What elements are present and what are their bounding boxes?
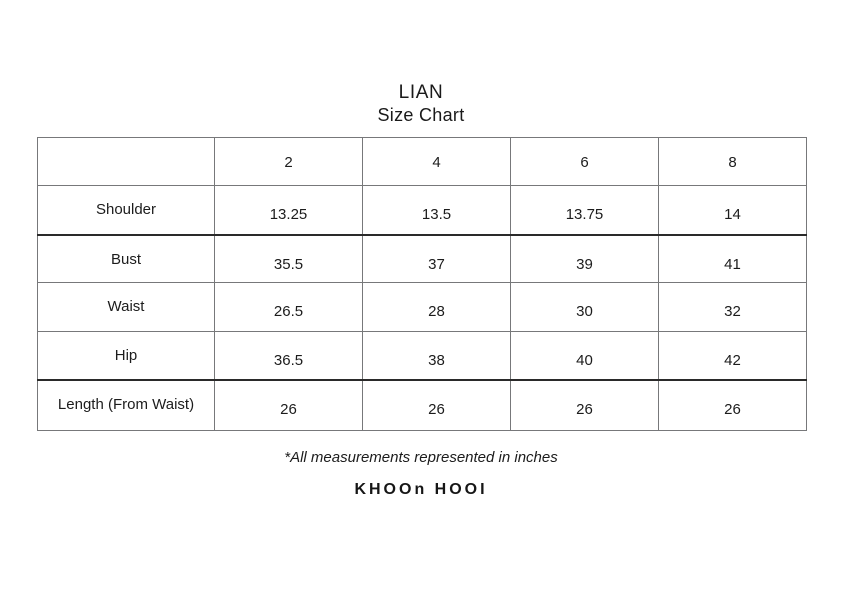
table-row-length-from-waist: Length (From Waist) 26 26 26 26 xyxy=(37,379,807,431)
size-value: 26 xyxy=(658,379,807,431)
size-value: 30 xyxy=(510,282,659,332)
size-value: 37 xyxy=(362,234,511,283)
column-header-size-6: 6 xyxy=(510,137,659,186)
size-value: 26 xyxy=(362,379,511,431)
size-value: 26 xyxy=(510,379,659,431)
title-block: LIAN Size Chart xyxy=(0,81,842,126)
page-subtitle: Size Chart xyxy=(377,105,465,125)
size-value: 26.5 xyxy=(214,282,363,332)
row-label: Hip xyxy=(37,331,215,381)
row-label: Shoulder xyxy=(37,185,215,236)
size-value: 40 xyxy=(510,331,659,381)
corner-cell xyxy=(37,137,215,186)
size-value: 32 xyxy=(658,282,807,332)
measurements-footnote: *All measurements represented in inches xyxy=(284,449,558,466)
table-header-row: 2 4 6 8 xyxy=(37,137,807,186)
size-value: 41 xyxy=(658,234,807,283)
size-value: 39 xyxy=(510,234,659,283)
size-chart-table: 2 4 6 8 Shoulder 13.25 13.5 13.75 14 Bus… xyxy=(37,137,807,431)
size-value: 28 xyxy=(362,282,511,332)
size-value: 14 xyxy=(658,185,807,236)
column-header-size-8: 8 xyxy=(658,137,807,186)
table-row-bust: Bust 35.5 37 39 41 xyxy=(37,234,807,283)
size-value: 26 xyxy=(214,379,363,431)
brand-logo: KHOOn HOOI xyxy=(354,481,488,498)
table-row-waist: Waist 26.5 28 30 32 xyxy=(37,282,807,332)
table-row-shoulder: Shoulder 13.25 13.5 13.75 14 xyxy=(37,185,807,236)
page-title: LIAN xyxy=(398,82,444,103)
size-value: 42 xyxy=(658,331,807,381)
row-label: Bust xyxy=(37,234,215,283)
size-value: 38 xyxy=(362,331,511,381)
row-label: Waist xyxy=(37,282,215,332)
size-value: 35.5 xyxy=(214,234,363,283)
size-value: 13.5 xyxy=(362,185,511,236)
size-value: 13.25 xyxy=(214,185,363,236)
column-header-size-4: 4 xyxy=(362,137,511,186)
size-value: 36.5 xyxy=(214,331,363,381)
row-label: Length (From Waist) xyxy=(37,379,215,431)
column-header-size-2: 2 xyxy=(214,137,363,186)
size-value: 13.75 xyxy=(510,185,659,236)
table-row-hip: Hip 36.5 38 40 42 xyxy=(37,331,807,381)
